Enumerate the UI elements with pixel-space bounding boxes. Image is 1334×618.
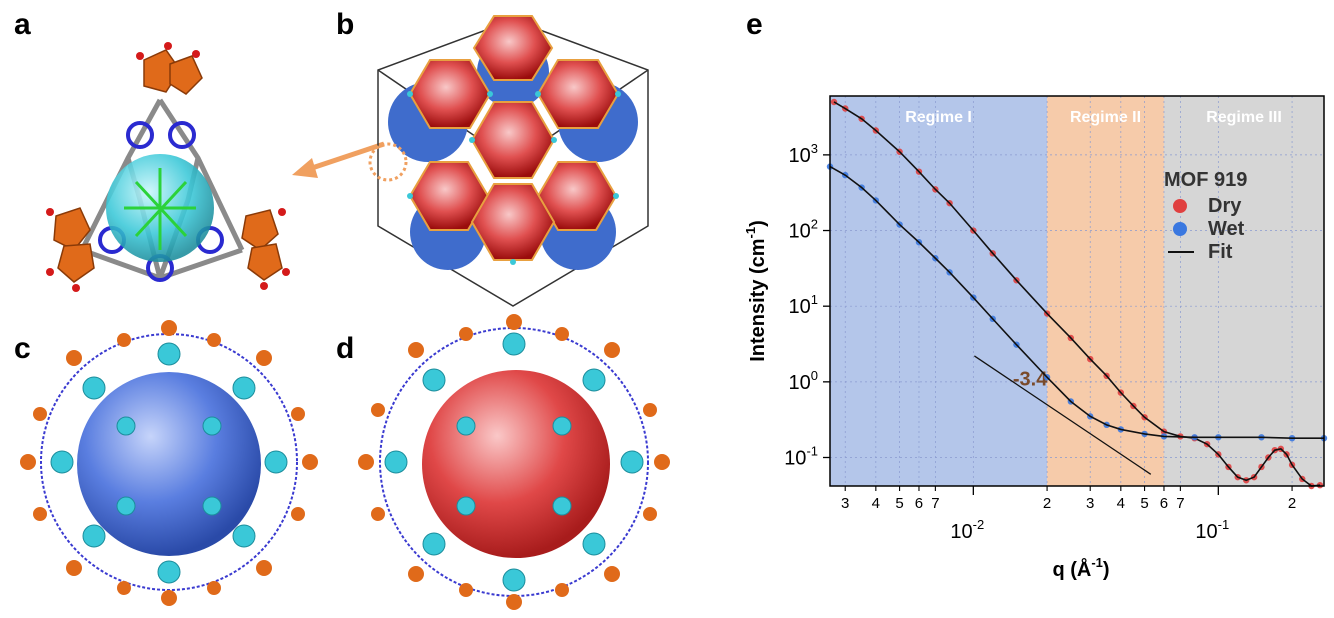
oxygen-atoms bbox=[46, 42, 290, 292]
orange-clusters bbox=[20, 320, 318, 606]
highlight-dotted-circle bbox=[368, 142, 408, 182]
x-minor-tick-label: 2 bbox=[1043, 495, 1051, 512]
legend-marker-wet bbox=[1173, 222, 1187, 236]
legend-title: MOF 919 bbox=[1164, 169, 1247, 191]
panel-c-blue-cavity-cage bbox=[20, 320, 318, 606]
y-tick-label: 102 bbox=[789, 217, 818, 243]
panel-label-a: a bbox=[14, 8, 31, 41]
legend-label-dry: Dry bbox=[1208, 195, 1242, 217]
panel-label-d: d bbox=[336, 332, 355, 365]
regime-label-1: Regime I bbox=[905, 109, 972, 126]
panel-b-unit-cell bbox=[368, 15, 649, 307]
y-tick-label: 100 bbox=[789, 368, 818, 394]
y-tick-label: 103 bbox=[789, 141, 818, 167]
plot-frame bbox=[829, 95, 1325, 487]
grid-lines bbox=[830, 96, 1324, 486]
y-tick-label: 101 bbox=[789, 292, 818, 318]
y-tick-label: 10-1 bbox=[784, 443, 818, 469]
x-minor-tick-label: 2 bbox=[1288, 495, 1296, 512]
wet-fit-line bbox=[829, 165, 1324, 439]
dry-data-point bbox=[830, 98, 838, 106]
panel-a-cage-structure bbox=[46, 42, 290, 292]
data-series bbox=[826, 98, 1328, 490]
regime-label-2: Regime II bbox=[1070, 109, 1141, 126]
y-axis-label: Intensity (cm-1) bbox=[743, 220, 769, 362]
legend-label-wet: Wet bbox=[1208, 218, 1245, 240]
x-minor-tick-label: 6 bbox=[915, 495, 923, 512]
x-minor-tick-label: 4 bbox=[1117, 495, 1125, 512]
panel-label-c: c bbox=[14, 332, 31, 365]
red-cages bbox=[408, 15, 620, 261]
cyan-cages bbox=[384, 332, 644, 592]
x-minor-tick-label: 5 bbox=[895, 495, 903, 512]
slope-annotation: -3.4 bbox=[1013, 368, 1048, 390]
panel-label-e: e bbox=[746, 8, 763, 41]
regime-label-3: Regime III bbox=[1206, 109, 1282, 126]
x-minor-tick-label: 3 bbox=[841, 495, 849, 512]
x-minor-tick-label: 6 bbox=[1160, 495, 1168, 512]
legend-label-fit: Fit bbox=[1208, 241, 1233, 263]
slope-guide: -3.4 bbox=[974, 355, 1152, 475]
x-axis-label: q (Å-1) bbox=[1052, 555, 1109, 581]
cu-centers bbox=[124, 168, 196, 250]
cyan-cages bbox=[50, 342, 288, 584]
orange-clusters bbox=[358, 314, 670, 610]
arrow-b-to-a bbox=[292, 141, 385, 178]
x-major-tick-label: 10-1 bbox=[1195, 517, 1229, 543]
axis-labels: q (Å-1) Intensity (cm-1) bbox=[743, 220, 1110, 581]
panel-label-b: b bbox=[336, 8, 355, 41]
x-minor-tick-label: 7 bbox=[931, 495, 939, 512]
x-minor-tick-label: 7 bbox=[1176, 495, 1184, 512]
cage-connectors bbox=[407, 91, 621, 265]
metal-clusters bbox=[53, 49, 283, 283]
panel-e-saxs-chart: Regime I Regime II Regime III -3.4 10-1 100… bbox=[743, 95, 1328, 581]
slope-guide-line bbox=[974, 355, 1152, 475]
legend-marker-dry bbox=[1173, 199, 1187, 213]
panel-d-red-cavity-cage bbox=[358, 314, 670, 610]
red-cavity-sphere bbox=[422, 370, 610, 558]
x-minor-tick-label: 4 bbox=[872, 495, 880, 512]
blue-cavity-sphere bbox=[77, 372, 261, 556]
regime-band-1 bbox=[830, 96, 1048, 486]
regime-band-3 bbox=[1163, 96, 1324, 486]
x-minor-tick-label: 5 bbox=[1140, 495, 1148, 512]
dry-fit-line bbox=[833, 101, 1321, 487]
x-minor-tick-label: 3 bbox=[1086, 495, 1094, 512]
x-major-tick-label: 10-2 bbox=[950, 517, 984, 543]
regime-bands: Regime I Regime II Regime III bbox=[830, 96, 1324, 486]
